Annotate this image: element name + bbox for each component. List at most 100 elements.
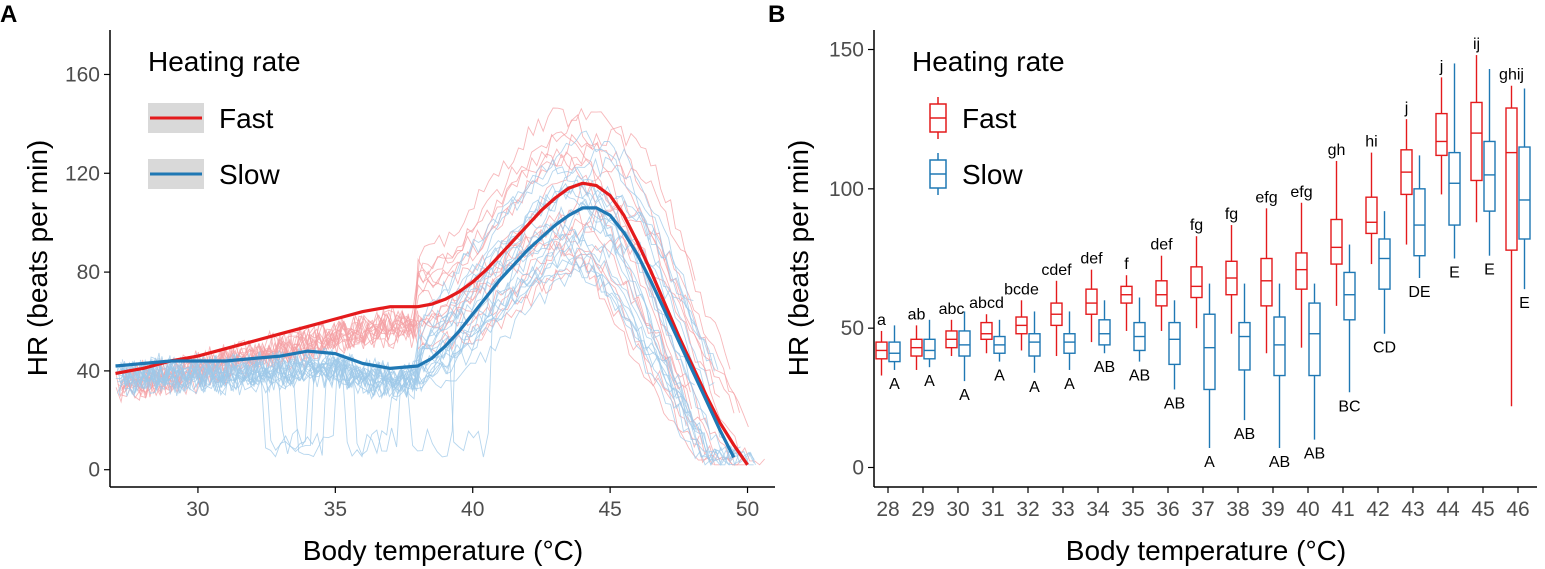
y-tick-label: 120 [65,162,100,185]
boxplot-slow-29: A [923,319,936,390]
boxplot-slow-32: A [1028,311,1041,396]
significance-letter-fast: fg [1225,206,1238,223]
box-iqr [1518,146,1531,240]
boxplot-slow-46: E [1518,88,1531,312]
boxplot-fast-33: cdef [1041,262,1072,357]
significance-letter-fast: fg [1190,217,1203,234]
significance-letter-slow: AB [1129,368,1150,385]
x-tick-label: 40 [1296,498,1319,521]
boxplot-slow-45: E [1483,69,1496,279]
significance-letter-fast: def [1080,251,1103,268]
significance-letter-slow: A [1064,376,1075,393]
legend-label-fast: Fast [962,103,1017,134]
x-tick-label: 31 [981,498,1004,521]
x-tick-label: 45 [598,498,621,521]
significance-letter-fast: efg [1255,189,1277,206]
box-iqr [1435,112,1448,157]
series-line-fast [115,181,749,466]
boxplot-fast-44: j [1435,58,1448,195]
boxplot-fast-36: def [1150,237,1173,331]
boxplot-slow-36: AB [1164,300,1185,412]
significance-letter-fast: f [1124,256,1129,273]
boxplot-slow-31: A [993,319,1006,385]
significance-letter-slow: A [994,368,1005,385]
panel-b: B 0 50 100 150 28 29 30 31 32 33 34 35 36 37 38 39 40 41… [768,1,1537,566]
x-tick-label: 37 [1191,498,1214,521]
significance-letter-slow: AB [1094,359,1115,376]
panel-a-smoothed-lines [115,181,749,466]
significance-letter-slow: BC [1338,398,1360,415]
legend-key-slow-box [929,153,947,195]
individual-trace [124,141,694,456]
boxplot-fast-42: hi [1365,134,1378,265]
boxplot-slow-33: A [1063,311,1076,393]
x-tick-label: 28 [876,498,899,521]
box-iqr [1063,333,1076,354]
significance-letter-slow: A [889,376,900,393]
significance-letter-fast: abc [939,301,965,318]
y-tick-label: 150 [829,39,864,62]
boxplot-slow-28: A [888,325,901,393]
significance-letter-fast: ab [908,306,926,323]
box-iqr [1260,257,1273,307]
individual-trace [119,207,665,458]
x-tick-label: 43 [1401,498,1424,521]
boxplot-slow-38: AB [1234,283,1255,443]
significance-letter-fast: j [1404,100,1409,117]
boxplot-fast-43: j [1400,100,1413,245]
significance-letter-fast: cdef [1041,262,1072,279]
significance-letter-fast: gh [1328,142,1346,159]
x-tick-label: 44 [1436,498,1460,521]
significance-letter-slow: E [1484,262,1495,279]
x-tick-label: 33 [1051,498,1074,521]
x-tick-label: 35 [1121,498,1144,521]
individual-trace [117,259,687,427]
box-iqr [1413,188,1426,257]
box-iqr [1330,218,1343,265]
y-tick-label: 160 [65,63,100,86]
boxplot-fast-38: fg [1225,206,1238,334]
box-iqr [1378,238,1391,290]
y-tick-label: 50 [841,317,864,340]
significance-letter-slow: A [959,387,970,404]
box-iqr [1273,316,1286,377]
panel-b-x-ticks: 28 29 30 31 32 33 34 35 36 37 38 39 40 41 42 43 44 45 46 [876,487,1530,521]
significance-letter-slow: CD [1373,340,1396,357]
box-iqr [1308,302,1321,377]
boxplot-fast-41: gh [1328,142,1346,306]
x-tick-label: 41 [1331,498,1354,521]
x-tick-label: 45 [1471,498,1494,521]
boxplot-slow-43: DE [1408,155,1431,301]
x-tick-label: 30 [946,498,969,521]
boxplot-fast-31: abcd [969,295,1004,354]
individual-trace [124,235,719,398]
y-tick-label: 100 [829,178,864,201]
boxplot-fast-34: def [1080,251,1103,343]
x-tick-label: 29 [911,498,934,521]
significance-letter-fast: ghij [1499,67,1524,84]
boxplot-fast-29: ab [908,306,926,370]
box-iqr [923,338,936,360]
significance-letter-slow: AB [1164,395,1185,412]
panel-a-x-axis-title: Body temperature (°C) [303,535,583,566]
box-iqr [1448,151,1461,226]
significance-letter-fast: a [877,312,886,329]
y-tick-label: 0 [852,456,864,479]
legend-label-fast: Fast [219,103,274,134]
boxplot-fast-28: a [875,312,888,376]
boxplot-fast-30: abc [939,301,965,357]
individual-trace [121,166,741,464]
series-line-slow [115,206,736,459]
significance-letter-fast: bcde [1004,281,1039,298]
x-tick-label: 50 [736,498,759,521]
panel-a-label: A [0,1,17,28]
significance-letter-slow: A [1029,379,1040,396]
box-iqr [1470,101,1483,182]
boxplot-fast-40: efg [1290,184,1313,348]
panel-a-individual-traces [115,107,765,467]
boxplot-fast-46: ghij [1499,67,1524,407]
individual-trace [121,233,746,467]
individual-trace [116,247,701,445]
x-tick-label: 39 [1261,498,1284,521]
